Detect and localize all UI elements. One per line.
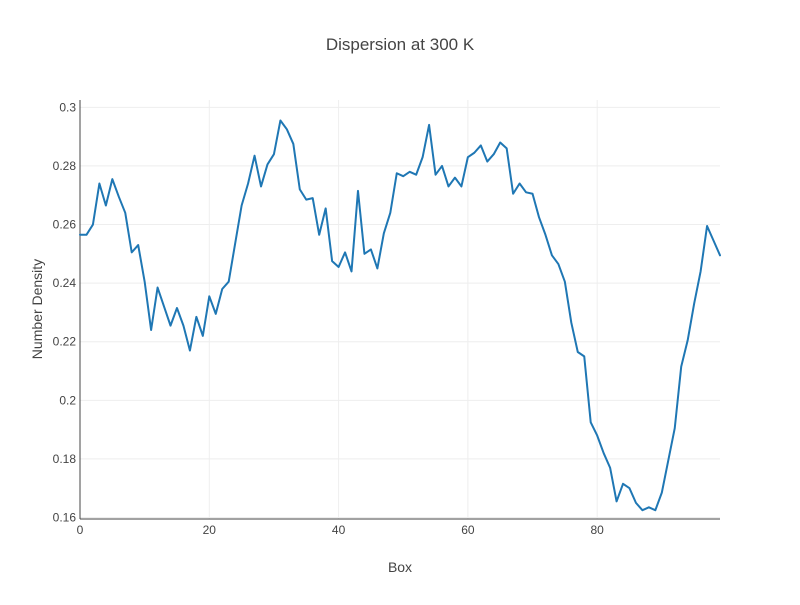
axes: [79, 100, 720, 520]
x-tick-label: 0: [77, 523, 84, 537]
x-tick-label: 80: [590, 523, 604, 537]
y-tick-label: 0.26: [53, 218, 77, 232]
chart-title: Dispersion at 300 K: [326, 35, 475, 54]
y-tick-label: 0.22: [53, 335, 77, 349]
y-axis-label: Number Density: [29, 259, 45, 359]
y-tick-label: 0.18: [53, 452, 77, 466]
y-tick-label: 0.2: [59, 393, 76, 407]
x-tick-label: 40: [332, 523, 346, 537]
x-axis-label: Box: [388, 559, 412, 575]
x-gridlines: [208, 100, 598, 519]
y-tick-labels: 0.16 0.18 0.2 0.22 0.24 0.26 0.28 0.3: [53, 100, 77, 524]
series-group: [79, 119, 721, 512]
x-tick-labels: 0 20 40 60 80: [77, 523, 605, 537]
y-tick-label: 0.24: [53, 276, 77, 290]
y-tick-label: 0.3: [59, 100, 76, 114]
x-tick-label: 20: [203, 523, 217, 537]
y-tick-label: 0.16: [53, 511, 77, 525]
series-line: [79, 119, 721, 512]
x-tick-label: 60: [461, 523, 475, 537]
y-tick-label: 0.28: [53, 159, 77, 173]
